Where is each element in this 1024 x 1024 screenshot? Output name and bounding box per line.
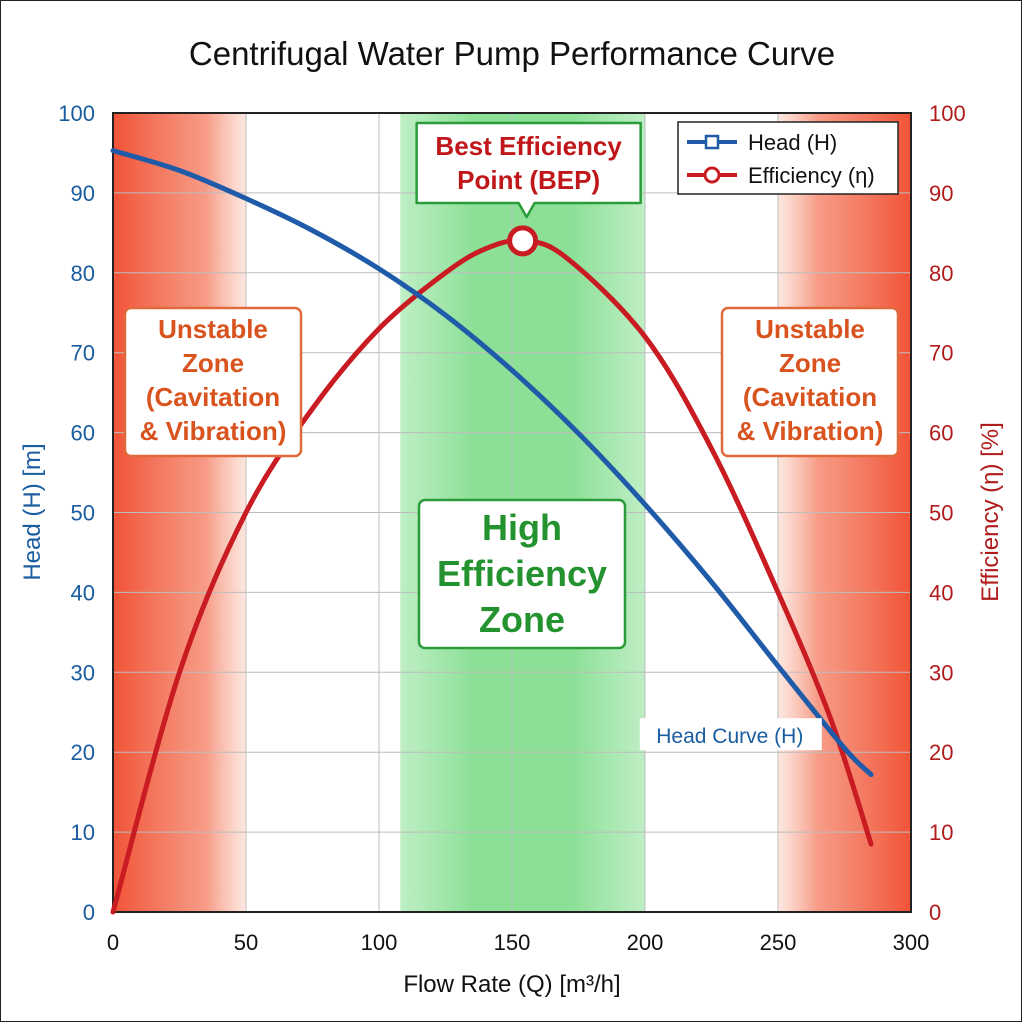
legend-head-marker: [704, 134, 720, 150]
right-tick-label-2: 20: [929, 740, 953, 765]
right-tick-label-3: 30: [929, 660, 953, 685]
x-tick-label-4: 200: [627, 930, 664, 955]
left-tick-label-10: 100: [58, 101, 95, 126]
zone-label-2-line-3: & Vibration): [737, 416, 884, 446]
bep-label-line1: Best Efficiency: [435, 131, 622, 161]
right-tick-label-1: 10: [929, 820, 953, 845]
zone-label-box-2: [720, 306, 900, 458]
left-tick-label-3: 30: [71, 660, 95, 685]
zone-label-0-line-2: (Cavitation: [146, 382, 280, 412]
x-tick-label-1: 50: [234, 930, 258, 955]
legend-head-text: Head (H): [748, 130, 837, 155]
bep-callout-box: [415, 121, 642, 219]
right-tick-label-10: 100: [929, 101, 966, 126]
chart-title: Centrifugal Water Pump Performance Curve: [189, 35, 835, 72]
zone-label-1-line-2: Zone: [479, 599, 565, 640]
zone-label-0-line-0: Unstable: [158, 314, 268, 344]
x-axis-label: Flow Rate (Q) [m³/h]: [403, 971, 620, 998]
right-tick-label-5: 50: [929, 501, 953, 526]
legend: Head (H) Efficiency (η): [677, 121, 899, 195]
zone-label-2-line-2: (Cavitation: [743, 382, 877, 412]
left-tick-label-6: 60: [71, 421, 95, 446]
zone-label-0-line-1: Zone: [182, 348, 244, 378]
right-tick-label-8: 80: [929, 261, 953, 286]
x-tick-label-0: 0: [107, 930, 119, 955]
x-tick-label-5: 250: [760, 930, 797, 955]
x-tick-label-3: 150: [494, 930, 531, 955]
annotation-text-0: Head Curve (H): [656, 725, 803, 748]
left-tick-label-0: 0: [83, 900, 95, 925]
bep-marker: [507, 225, 539, 257]
bep-label-line2: Point (BEP): [457, 165, 600, 195]
left-axis-label: Head (H) [m]: [19, 443, 46, 580]
series-layer: [110, 148, 874, 915]
left-tick-label-4: 40: [71, 580, 95, 605]
head-curve: [110, 148, 874, 778]
left-tick-label-5: 50: [71, 501, 95, 526]
zone-label-box-0: [123, 306, 303, 458]
zone-label-1-line-1: Efficiency: [437, 553, 607, 594]
plot-border: [112, 112, 912, 913]
zone-label-box-1: [417, 498, 627, 650]
legend-eff-marker: [703, 166, 721, 184]
zone-label-2-line-1: Zone: [779, 348, 841, 378]
zone-label-0-line-3: & Vibration): [140, 416, 287, 446]
x-tick-label-6: 300: [893, 930, 930, 955]
right-axis-label: Efficiency (η) [%]: [977, 422, 1004, 602]
left-tick-label-2: 20: [71, 740, 95, 765]
legend-eff-text: Efficiency (η): [748, 163, 875, 188]
zone-label-1-line-0: High: [482, 507, 562, 548]
right-tick-label-4: 40: [929, 580, 953, 605]
annotation-bg-0: [639, 718, 822, 751]
left-tick-label-1: 10: [71, 820, 95, 845]
right-tick-label-9: 90: [929, 181, 953, 206]
right-tick-label-7: 70: [929, 341, 953, 366]
right-tick-label-0: 0: [929, 900, 941, 925]
efficiency-curve: [110, 238, 874, 915]
left-tick-label-7: 70: [71, 341, 95, 366]
left-tick-label-8: 80: [71, 261, 95, 286]
right-tick-label-6: 60: [929, 421, 953, 446]
labels-layer: Best Efficiency Point (BEP) Unstable Zone (C…: [123, 121, 900, 751]
x-tick-label-2: 100: [361, 930, 398, 955]
zone-label-2-line-0: Unstable: [755, 314, 865, 344]
left-tick-label-9: 90: [71, 181, 95, 206]
